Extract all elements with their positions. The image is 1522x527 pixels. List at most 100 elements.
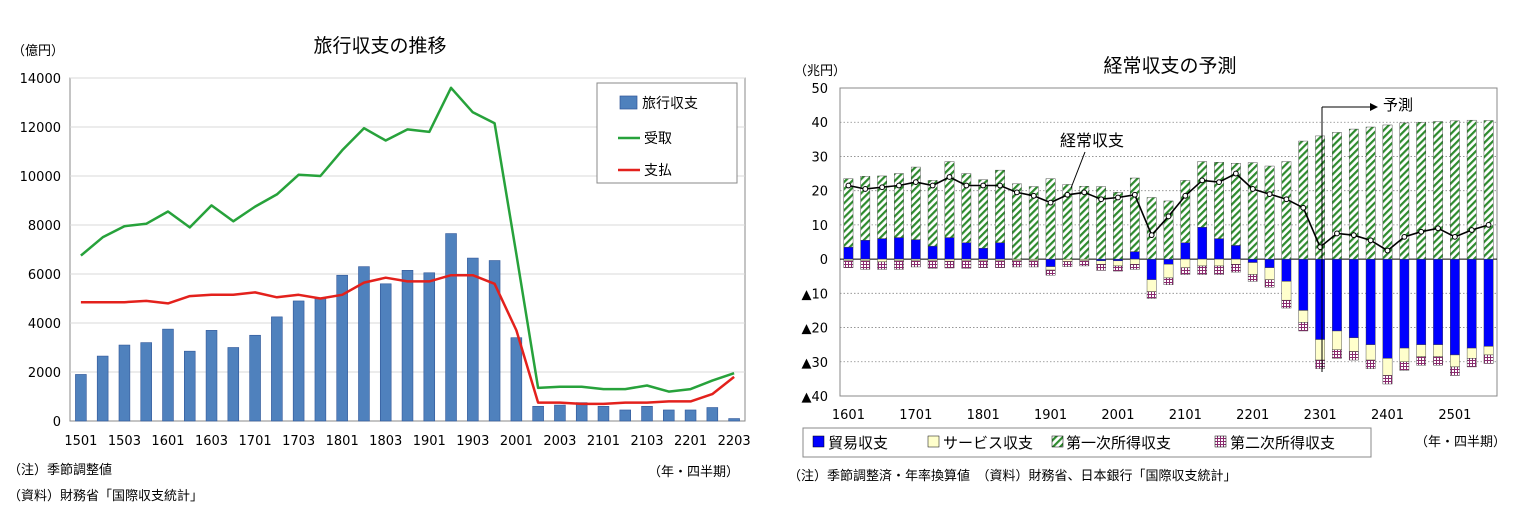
chart1-xtick-label: 1603 bbox=[195, 434, 228, 449]
primary-income-bar bbox=[944, 161, 955, 238]
service-balance-bar bbox=[1264, 267, 1275, 280]
service-balance-bar bbox=[1382, 358, 1393, 376]
secondary-income-bar bbox=[1197, 265, 1208, 275]
chart1-xtick-label: 1803 bbox=[369, 434, 402, 449]
current-account-point bbox=[1468, 227, 1475, 233]
primary-income-bar bbox=[1433, 121, 1443, 260]
service-balance-bar bbox=[894, 258, 904, 262]
primary-income-bar bbox=[1113, 192, 1123, 260]
secondary-income-bar bbox=[1416, 356, 1427, 366]
trade-balance-bar bbox=[1197, 227, 1208, 260]
service-balance-bar bbox=[944, 258, 955, 262]
current-account-point bbox=[896, 182, 902, 189]
secondary-income-bar bbox=[1365, 359, 1376, 369]
chart1-ytick-label: 10000 bbox=[20, 170, 61, 185]
legend-swatch-trade bbox=[812, 435, 825, 448]
chart2-ytick-label: ▲20 bbox=[801, 322, 828, 337]
current-account-forecast-chart: 経常収支の予測 （兆円） 50 40 30 20 10 0 ▲10 ▲20 ▲30 ▲40 160… bbox=[794, 55, 1506, 458]
legend-label-primary-income: 第一次所得収支 bbox=[1066, 434, 1171, 452]
primary-income-bar bbox=[1096, 186, 1106, 260]
primary-income-bar bbox=[1416, 122, 1427, 260]
secondary-income-bar bbox=[1146, 291, 1157, 299]
secondary-income-bar bbox=[927, 260, 938, 269]
secondary-income-bar bbox=[1298, 322, 1309, 332]
travel-balance-bar bbox=[140, 342, 152, 422]
service-balance-bar bbox=[1197, 258, 1208, 267]
trade-balance-bar bbox=[1214, 238, 1224, 260]
chart2-ytick-label: 30 bbox=[811, 150, 828, 165]
legend-swatch-primary-income bbox=[1051, 435, 1064, 448]
current-account-point bbox=[1013, 189, 1020, 196]
chart1-xtick-label: 2203 bbox=[718, 434, 751, 449]
travel-balance-bar bbox=[184, 350, 196, 422]
secondary-income-bar bbox=[1466, 358, 1477, 368]
payments-line bbox=[80, 273, 735, 406]
primary-income-bar bbox=[1214, 162, 1224, 239]
chart1-ytick-label: 4000 bbox=[28, 317, 61, 332]
trade-balance-bar bbox=[1298, 258, 1309, 311]
chart1-xtick-label: 2201 bbox=[674, 434, 707, 449]
secondary-income-bar bbox=[1012, 260, 1022, 268]
trade-balance-bar bbox=[1466, 258, 1477, 349]
service-balance-bar bbox=[1129, 258, 1140, 265]
trade-balance-bar bbox=[1129, 251, 1140, 260]
primary-income-bar bbox=[1012, 183, 1022, 260]
current-account-point bbox=[1064, 191, 1071, 198]
trade-balance-bar bbox=[995, 242, 1005, 260]
primary-income-bar bbox=[1315, 135, 1325, 260]
secondary-income-bar bbox=[1433, 356, 1443, 366]
trade-balance-bar bbox=[1264, 258, 1275, 268]
primary-income-bar bbox=[843, 178, 854, 248]
secondary-income-bar bbox=[860, 260, 871, 270]
trade-balance-bar bbox=[961, 242, 972, 260]
chart1-xtick-label: 1601 bbox=[151, 434, 184, 449]
legend-swatch-secondary-income bbox=[1214, 435, 1227, 448]
service-balance-bar bbox=[1483, 346, 1494, 356]
trade-balance-bar bbox=[910, 239, 921, 260]
service-balance-bar bbox=[1045, 266, 1056, 271]
chart1-xtick-label: 1503 bbox=[108, 434, 141, 449]
current-account-point bbox=[1334, 230, 1340, 237]
primary-income-bar bbox=[1332, 132, 1342, 260]
primary-income-bar bbox=[877, 175, 887, 239]
chart2-ytick-label: 0 bbox=[820, 253, 828, 268]
legend-label-secondary-income: 第二次所得収支 bbox=[1230, 434, 1335, 452]
chart1-xtick-label: 2103 bbox=[630, 434, 663, 449]
current-account-point bbox=[980, 182, 987, 189]
current-account-point bbox=[1030, 192, 1037, 199]
travel-balance-bar bbox=[467, 257, 479, 422]
chart2-xtick-label: 2001 bbox=[1101, 408, 1134, 423]
travel-balance-bar bbox=[401, 270, 414, 422]
chart1-xtick-label: 2001 bbox=[500, 434, 533, 449]
travel-balance-bar bbox=[597, 405, 610, 422]
current-account-point bbox=[1418, 228, 1425, 235]
primary-income-bar bbox=[1348, 128, 1359, 260]
trade-balance-bar bbox=[1096, 258, 1106, 262]
primary-income-bar bbox=[860, 176, 871, 241]
travel-balance-bar bbox=[532, 405, 544, 422]
current-account-point bbox=[1165, 213, 1172, 220]
service-balance-bar bbox=[1298, 310, 1309, 323]
primary-income-bar bbox=[995, 169, 1005, 243]
chart1-ytick-label: 14000 bbox=[20, 72, 61, 87]
travel-balance-bar bbox=[271, 316, 283, 422]
secondary-income-bar bbox=[1450, 366, 1460, 376]
primary-income-bar bbox=[1298, 140, 1309, 260]
service-balance-bar bbox=[961, 258, 972, 262]
chart2-ytick-label: ▲40 bbox=[801, 390, 828, 405]
chart2-xtick-label: 2301 bbox=[1304, 408, 1337, 423]
travel-balance-chart: 旅行収支の推移 （億円） 0 2000 4000 6000 8000 10000 12000… bbox=[12, 35, 751, 480]
current-account-point bbox=[845, 182, 852, 189]
current-account-point bbox=[1384, 247, 1391, 254]
trade-balance-bar bbox=[1332, 258, 1342, 332]
trade-balance-bar bbox=[1433, 258, 1443, 345]
primary-income-bar bbox=[961, 173, 972, 243]
travel-balance-bar bbox=[706, 407, 719, 422]
travel-balance-bar bbox=[619, 409, 631, 422]
service-balance-bar bbox=[910, 258, 921, 262]
chart2-ytick-label: 20 bbox=[811, 185, 828, 200]
travel-balance-bar bbox=[118, 344, 131, 422]
primary-income-bar bbox=[1281, 161, 1292, 260]
current-account-point bbox=[1232, 170, 1239, 177]
chart2-ytick-label: ▲30 bbox=[801, 356, 828, 371]
